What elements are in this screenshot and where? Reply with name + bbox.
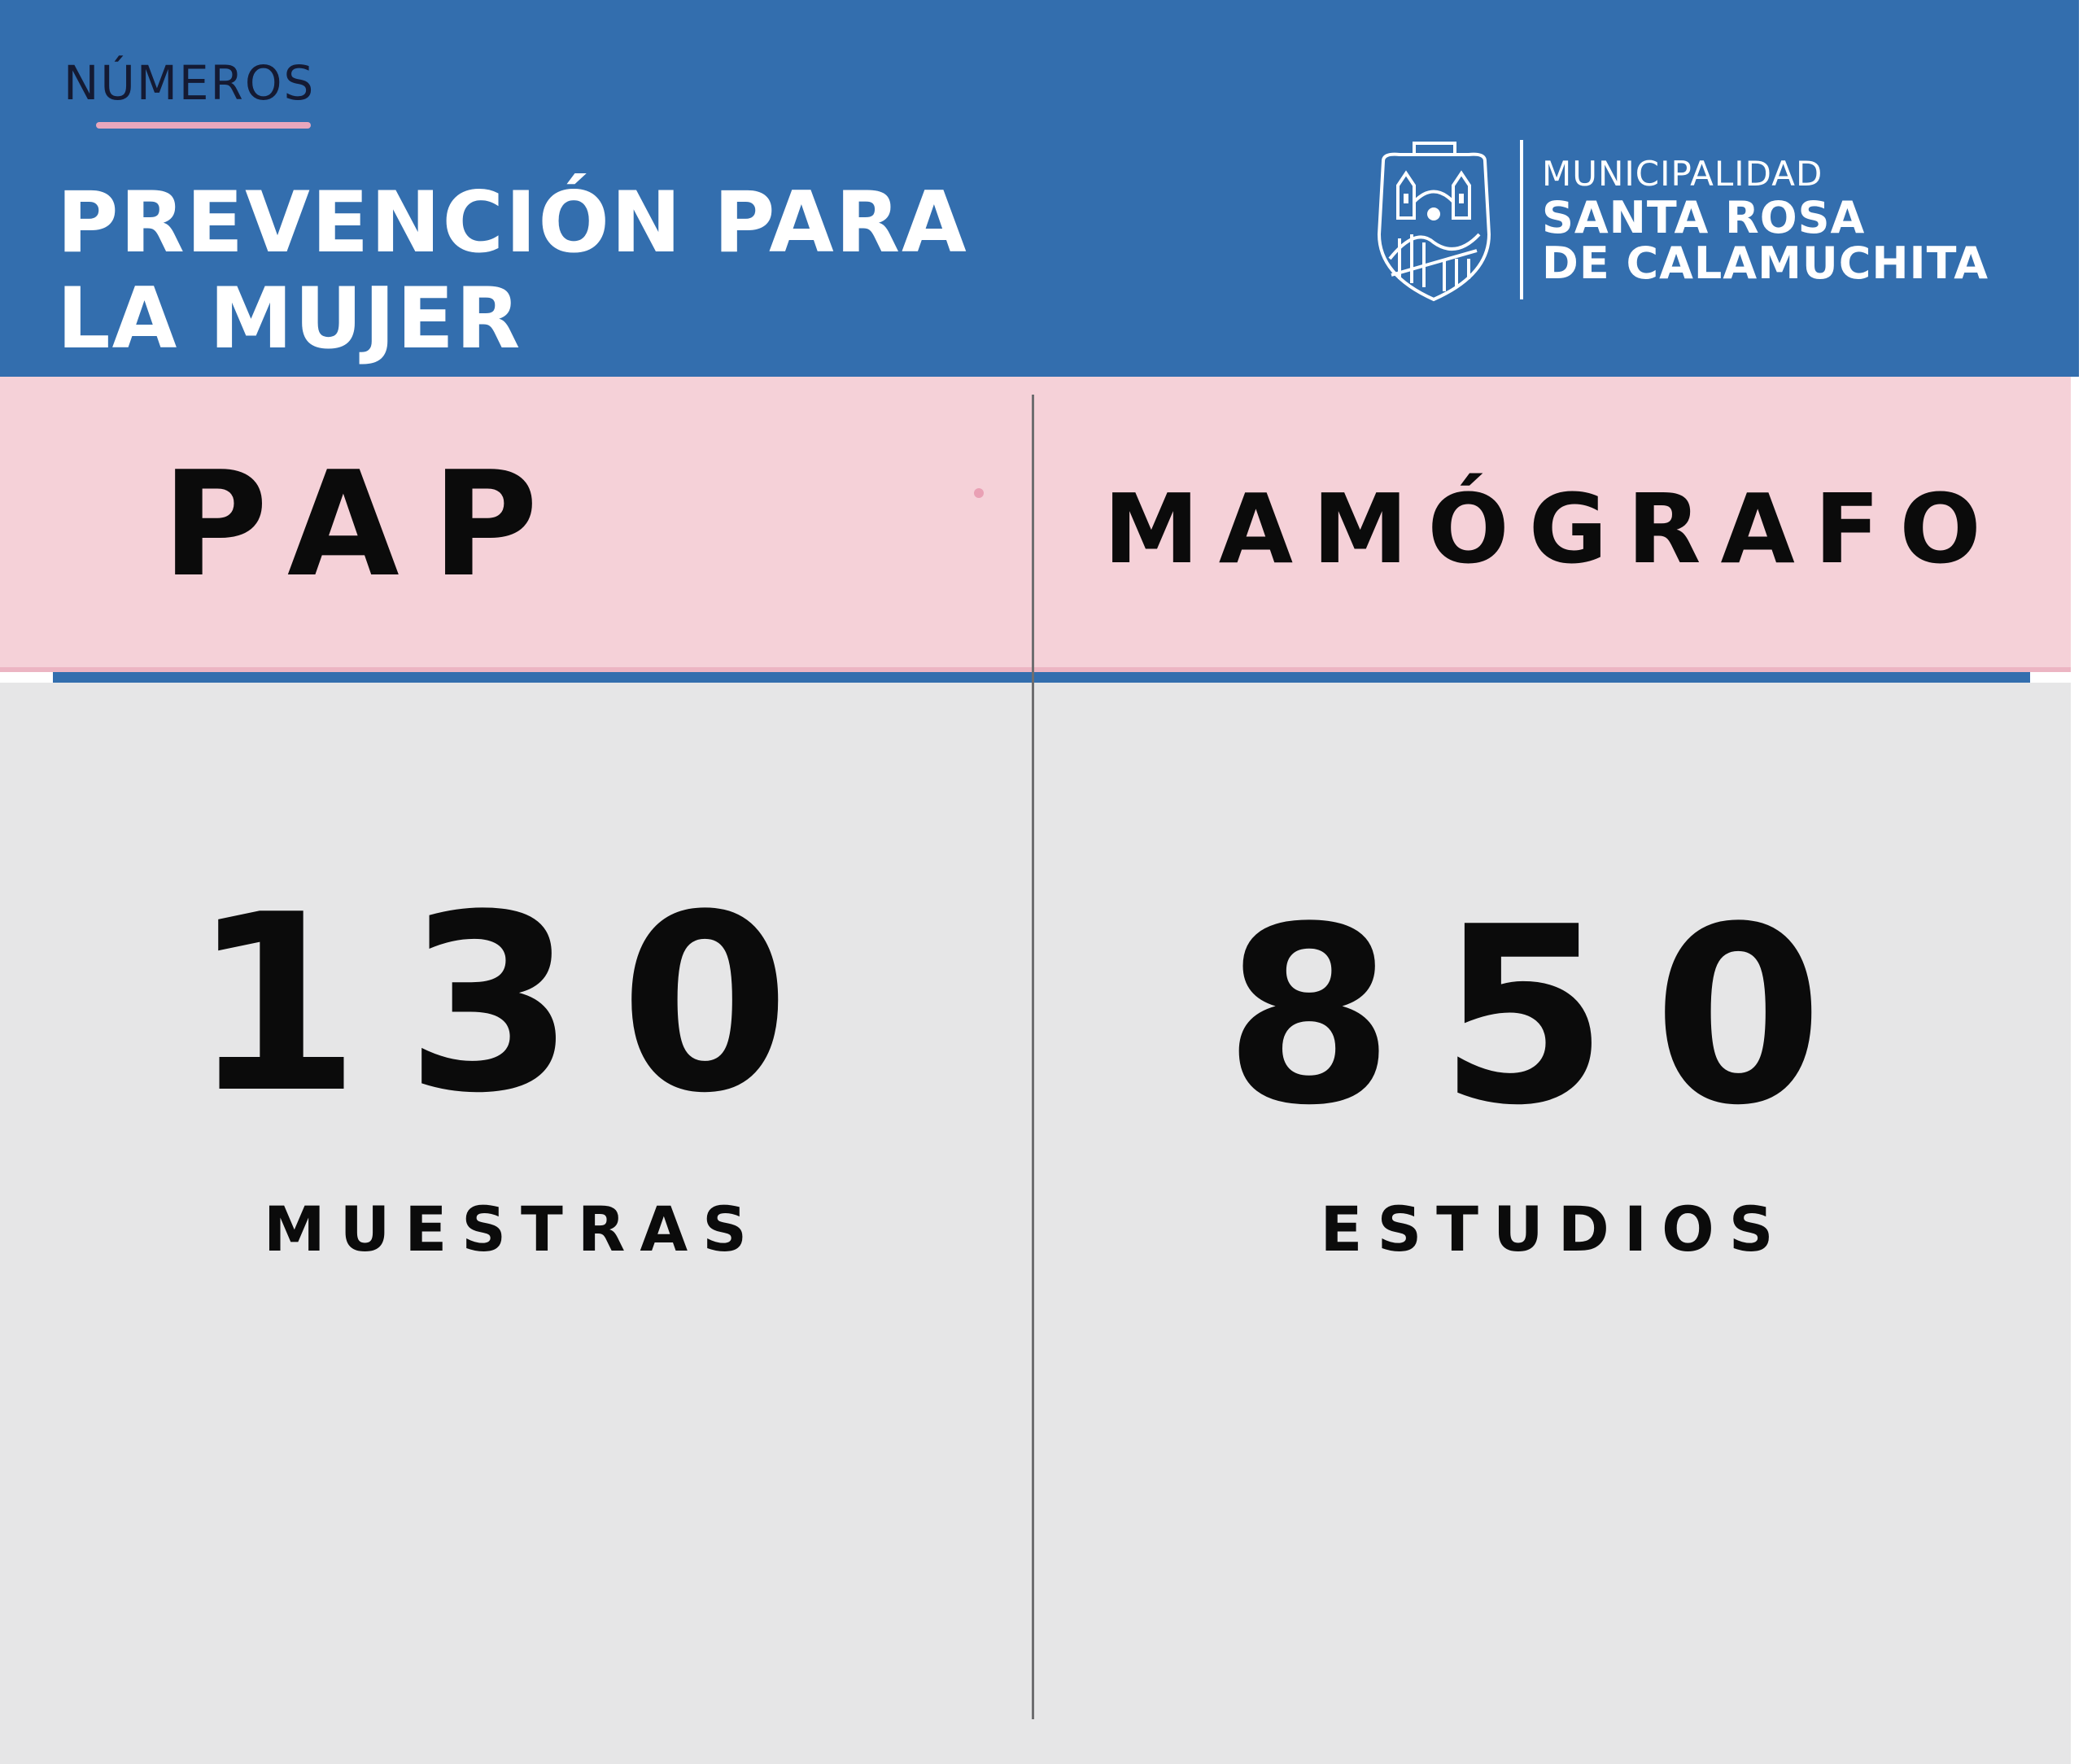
- municipality-line-1: MUNICIPALIDAD: [1542, 154, 1823, 194]
- stats-panel: [0, 683, 2071, 1764]
- stat-caption-pap: MUESTRAS: [264, 1193, 762, 1265]
- municipality-line-3: DE CALAMUCHITA: [1542, 238, 1989, 289]
- stat-value-pap: 130: [190, 862, 835, 1146]
- title-line-1: PREVENCIÓN PARA: [57, 174, 968, 272]
- municipality-emblem-icon: [1367, 137, 1501, 303]
- stat-value-mamografo: 850: [1224, 875, 1868, 1159]
- column-heading-mamografo: MAMÓGRAFO: [1103, 473, 2001, 585]
- stat-caption-mamografo: ESTUDIOS: [1320, 1193, 1788, 1265]
- decorative-dot: [974, 488, 984, 498]
- kicker-underline: [96, 122, 311, 129]
- kicker-label: NÚMEROS: [63, 55, 316, 111]
- municipality-name: MUNICIPALIDAD SANTA ROSA DE CALAMUCHITA: [1542, 153, 1989, 286]
- coat-of-arms-icon: [1377, 142, 1491, 302]
- title-line-2: LA MUJER: [57, 270, 522, 368]
- logo-divider: [1520, 140, 1523, 299]
- municipality-line-2: SANTA ROSA: [1542, 192, 1866, 243]
- page-title: PREVENCIÓN PARA LA MUJER: [57, 175, 968, 367]
- heading-rule: [53, 672, 2030, 683]
- header-banner: NÚMEROS PREVENCIÓN PARA LA MUJER: [0, 0, 2079, 377]
- column-heading-band: [0, 377, 2071, 672]
- column-divider: [1032, 395, 1034, 1719]
- column-heading-pap: PAP: [161, 440, 571, 609]
